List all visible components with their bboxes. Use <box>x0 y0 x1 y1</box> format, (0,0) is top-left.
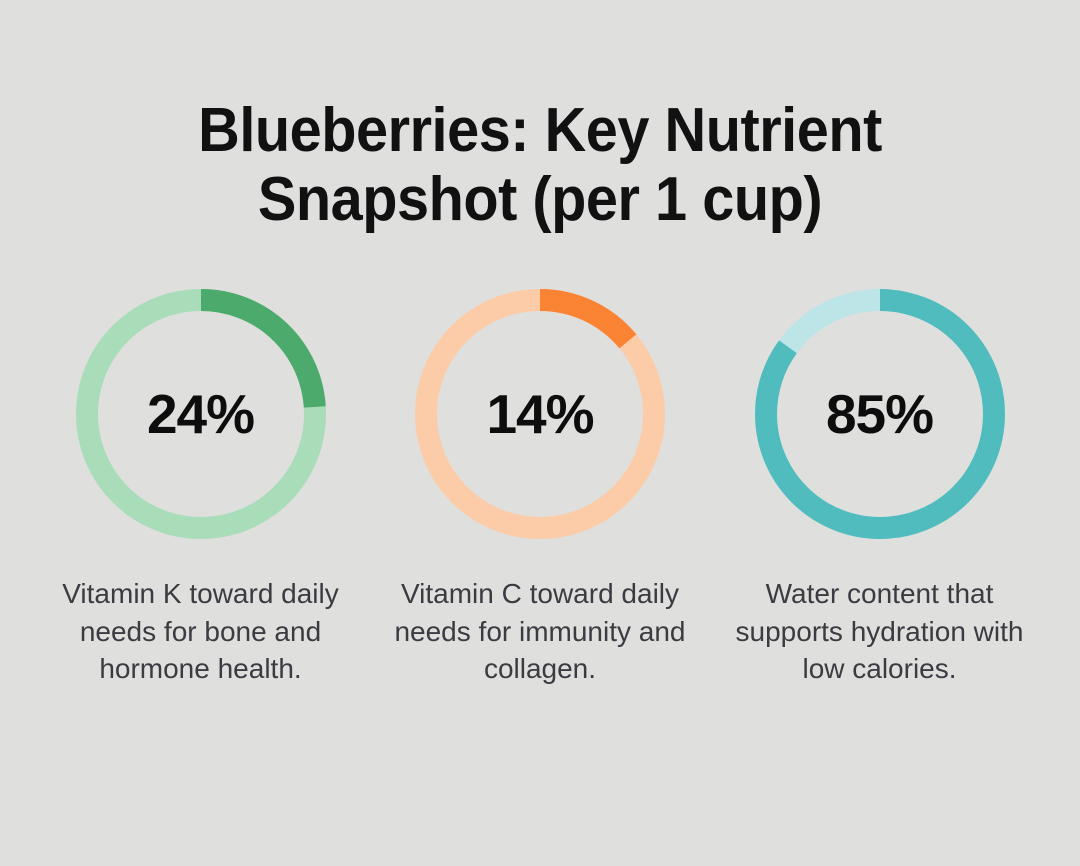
caption-vitamin-k: Vitamin K toward daily needs for bone an… <box>62 577 339 685</box>
stats-row: 24% Vitamin K toward daily needs for bon… <box>0 288 1080 688</box>
caption-vitamin-c: Vitamin C toward daily needs for immunit… <box>394 577 686 685</box>
donut-arc-water-content <box>754 288 1005 539</box>
title-block: Blueberries: Key Nutrient Snapshot (per … <box>0 0 1080 235</box>
donut-chart-water-content: 85% <box>754 288 1005 539</box>
donut-svg-vitamin-c <box>415 288 665 539</box>
caption-water-content: Water content that supports hydration wi… <box>735 577 1024 685</box>
donut-value-water-content: 85% <box>825 382 934 445</box>
donut-value-vitamin-c: 14% <box>486 382 594 445</box>
page-title: Blueberries: Key Nutrient Snapshot (per … <box>198 96 882 235</box>
donut-chart-vitamin-c: 14% <box>415 288 665 539</box>
donut-value-vitamin-k: 24% <box>146 382 255 445</box>
donut-svg-water-content <box>754 288 1005 539</box>
stat-card-vitamin-k: 24% Vitamin K toward daily needs for bon… <box>48 288 353 688</box>
stat-card-vitamin-c: 14% Vitamin C toward daily needs for imm… <box>388 288 693 688</box>
donut-arc-vitamin-k <box>75 288 326 539</box>
stat-card-water-content: 85% Water content that supports hydratio… <box>727 288 1032 688</box>
donut-chart-vitamin-k: 24% <box>75 288 326 539</box>
donut-svg-vitamin-k <box>75 288 326 539</box>
donut-arc-vitamin-c <box>415 288 665 539</box>
